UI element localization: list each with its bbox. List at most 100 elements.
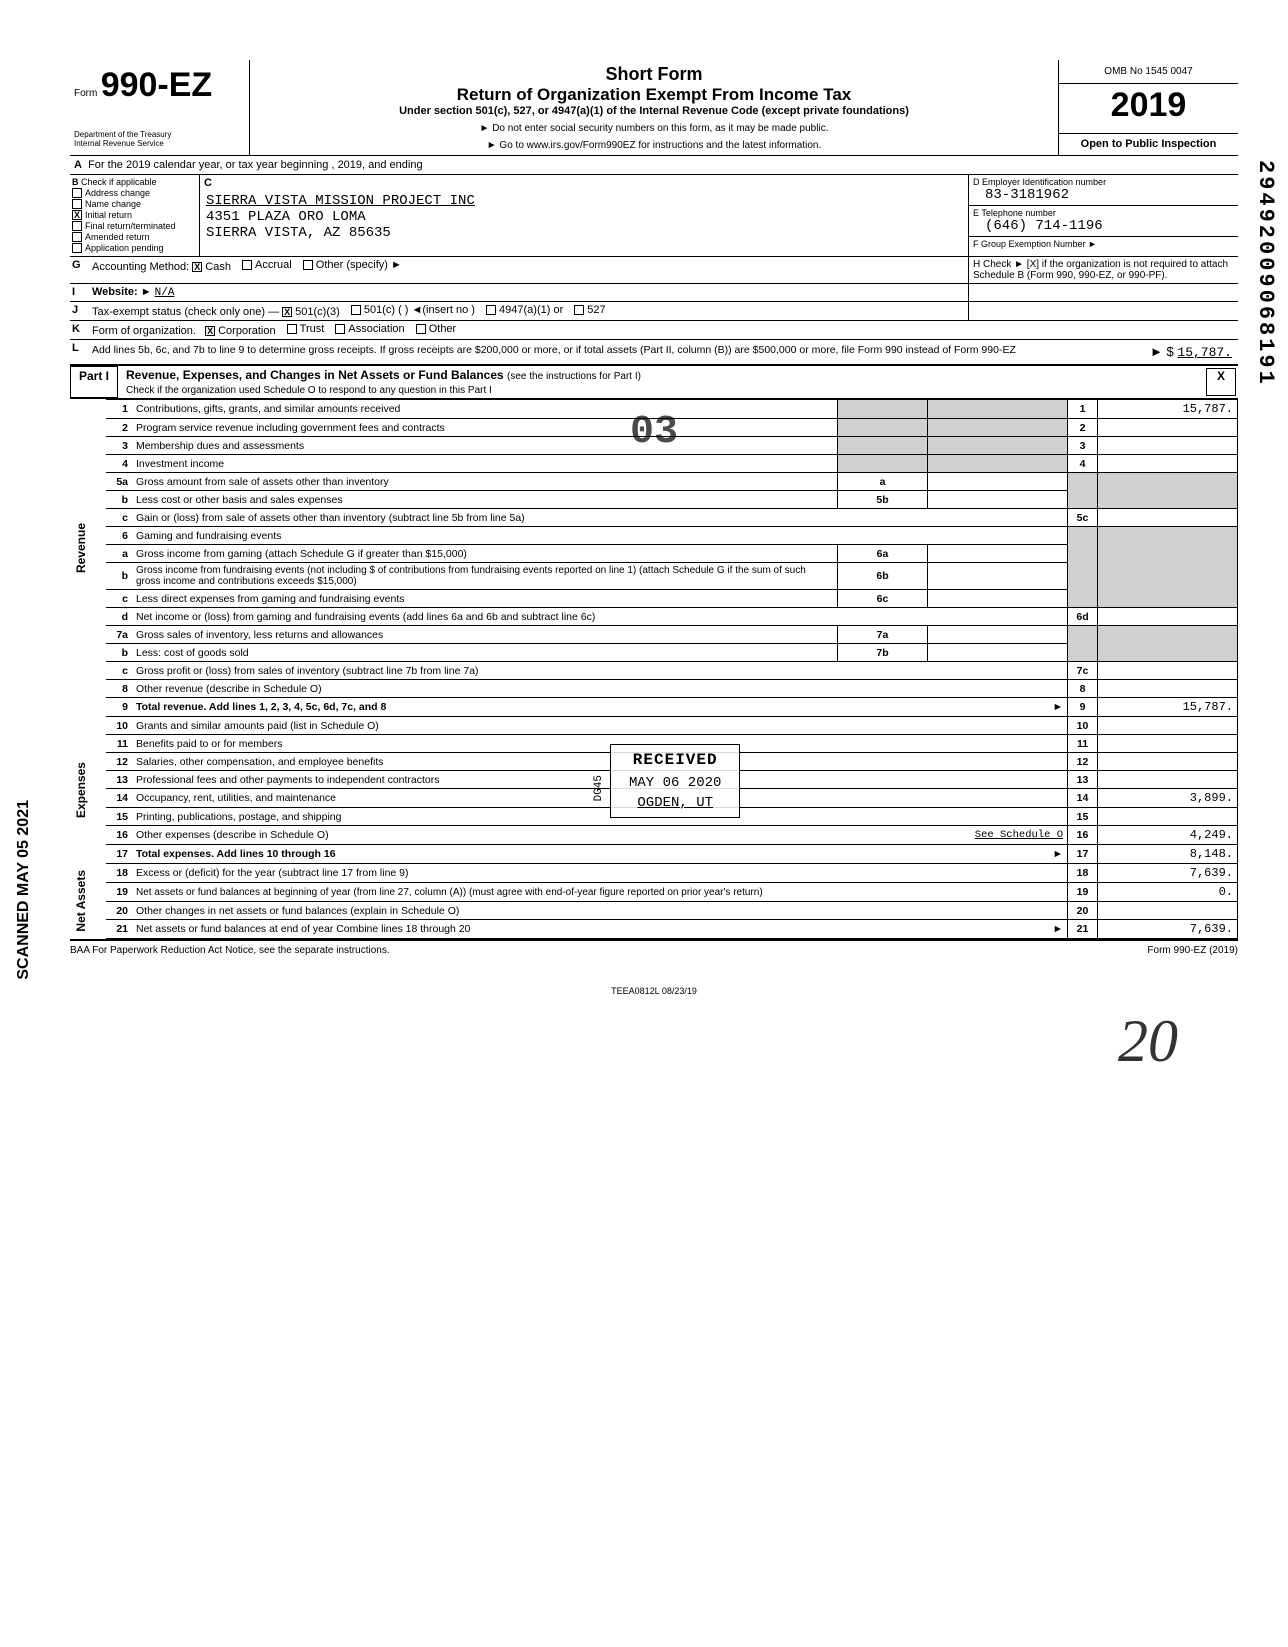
l21-code: 21 [1068, 920, 1098, 939]
lbl-accrual: Accrual [255, 259, 292, 271]
l12-desc: Salaries, other compensation, and employ… [132, 753, 1068, 771]
l9-val: 15,787. [1098, 698, 1238, 717]
i-label: Website: ► [92, 286, 152, 298]
chk-trust[interactable] [287, 324, 297, 334]
col-b-checkboxes: B Check if applicable Address change Nam… [70, 175, 200, 256]
l6a-num: a [106, 545, 132, 563]
l21-val: 7,639. [1098, 920, 1238, 939]
l13-num: 13 [106, 771, 132, 789]
chk-other-org[interactable] [416, 324, 426, 334]
lbl-527: 527 [587, 304, 605, 316]
l8-code: 8 [1068, 680, 1098, 698]
h-note-end [968, 302, 1238, 320]
chk-amended[interactable] [72, 232, 82, 242]
l20-desc: Other changes in net assets or fund bala… [132, 902, 1068, 920]
lbl-501c: 501(c) ( ) ◄(insert no ) [364, 304, 475, 316]
lbl-name-change: Name change [85, 199, 141, 209]
l7a-desc: Gross sales of inventory, less returns a… [132, 626, 838, 644]
l17-val: 8,148. [1098, 845, 1238, 864]
form-prefix: Form [74, 88, 97, 99]
received-stamp: RECEIVED MAY 06 2020 OGDEN, UT DG45 [610, 744, 740, 818]
lbl-501c3: 501(c)(3) [295, 306, 340, 318]
footer-mid: TEEA0812L 08/23/19 [70, 986, 1238, 996]
chk-cash[interactable]: X [192, 262, 202, 272]
l-arrow: ► $ [1150, 344, 1174, 359]
header-left: Form 990-EZ Department of the Treasury I… [70, 60, 250, 155]
part1-title-text: Revenue, Expenses, and Changes in Net As… [126, 368, 504, 382]
l14-num: 14 [106, 789, 132, 808]
form-number: 990-EZ [101, 66, 213, 104]
l10-desc: Grants and similar amounts paid (list in… [132, 717, 1068, 735]
l17-num: 17 [106, 845, 132, 864]
l4-val [1098, 455, 1238, 473]
l5b-desc: Less cost or other basis and sales expen… [132, 491, 838, 509]
l11-desc: Benefits paid to or for members [132, 735, 1068, 753]
l9-desc: Total revenue. Add lines 1, 2, 3, 4, 5c,… [132, 698, 1068, 717]
signature-mark: 20 [1118, 1007, 1178, 1076]
l6d-code: 6d [1068, 608, 1098, 626]
l8-desc: Other revenue (describe in Schedule O) [132, 680, 1068, 698]
chk-501c3[interactable]: X [282, 307, 292, 317]
l18-code: 18 [1068, 864, 1098, 883]
chk-assoc[interactable] [335, 324, 345, 334]
l7c-num: c [106, 662, 132, 680]
scanned-stamp: SCANNED MAY 05 2021 [15, 800, 33, 980]
l3-val [1098, 437, 1238, 455]
chk-other-method[interactable] [303, 260, 313, 270]
part1-checkbox[interactable]: X [1206, 368, 1236, 396]
chk-501c[interactable] [351, 305, 361, 315]
dept-line2: Internal Revenue Service [74, 140, 245, 149]
lbl-cash: Cash [205, 261, 231, 273]
phone-value: (646) 714-1196 [973, 218, 1234, 234]
l12-num: 12 [106, 753, 132, 771]
l21-num: 21 [106, 920, 132, 939]
chk-final-return[interactable] [72, 221, 82, 231]
row-gh: G Accounting Method: XCash Accrual Other… [70, 257, 1238, 284]
l15-code: 15 [1068, 808, 1098, 826]
l11-num: 11 [106, 735, 132, 753]
l15-val [1098, 808, 1238, 826]
l9-code: 9 [1068, 698, 1098, 717]
chk-4947[interactable] [486, 305, 496, 315]
l19-desc: Net assets or fund balances at beginning… [132, 883, 1068, 902]
l16-code: 16 [1068, 826, 1098, 845]
l7a-num: 7a [106, 626, 132, 644]
chk-initial-return[interactable]: X [72, 210, 82, 220]
l3-desc: Membership dues and assessments [132, 437, 838, 455]
chk-corp[interactable]: X [205, 326, 215, 336]
l6b-sv [928, 563, 1068, 590]
l11-val [1098, 735, 1238, 753]
l6d-num: d [106, 608, 132, 626]
l5c-num: c [106, 509, 132, 527]
footer: BAA For Paperwork Reduction Act Notice, … [70, 939, 1238, 956]
l7c-val [1098, 662, 1238, 680]
l5a-sc: a [838, 473, 928, 491]
l17-desc: Total expenses. Add lines 10 through 16 … [132, 845, 1068, 864]
l1-code: 1 [1068, 400, 1098, 419]
chk-address-change[interactable] [72, 188, 82, 198]
d-label: D Employer Identification number [973, 177, 1234, 187]
chk-527[interactable] [574, 305, 584, 315]
chk-name-change[interactable] [72, 199, 82, 209]
l16-extra: See Schedule O [975, 829, 1063, 841]
l7b-num: b [106, 644, 132, 662]
chk-app-pending[interactable] [72, 243, 82, 253]
l5b-num: b [106, 491, 132, 509]
l6d-val [1098, 608, 1238, 626]
g-content: Accounting Method: XCash Accrual Other (… [88, 257, 968, 283]
ein-value: 83-3181962 [973, 187, 1234, 203]
col-c-letter: C [204, 177, 212, 189]
l5c-code: 5c [1068, 509, 1098, 527]
l7c-code: 7c [1068, 662, 1098, 680]
part1-table-wrap: Revenue 1Contributions, gifts, grants, a… [70, 399, 1238, 939]
chk-accrual[interactable] [242, 260, 252, 270]
l2-code: 2 [1068, 419, 1098, 437]
lbl-other-org: Other [429, 323, 457, 335]
row-a-text: For the 2019 calendar year, or tax year … [88, 159, 423, 171]
org-addr1: 4351 PLAZA ORO LOMA [206, 209, 366, 225]
row-a-tax-year: A For the 2019 calendar year, or tax yea… [70, 156, 1238, 175]
l12-code: 12 [1068, 753, 1098, 771]
l17-code: 17 [1068, 845, 1098, 864]
l6b-sc: 6b [838, 563, 928, 590]
l7b-sc: 7b [838, 644, 928, 662]
